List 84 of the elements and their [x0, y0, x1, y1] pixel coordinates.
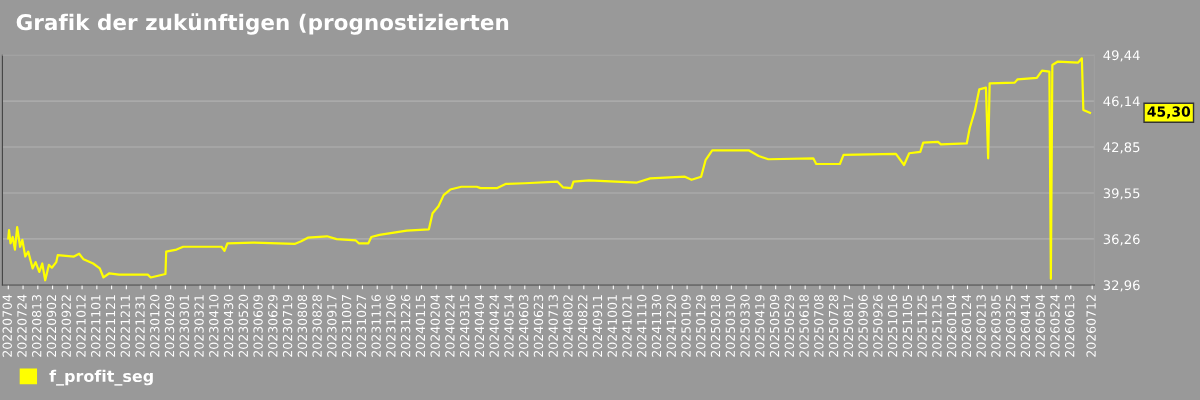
x-tick-label: 20230430: [223, 294, 234, 357]
x-tick-label: 20251105: [902, 295, 913, 357]
legend-label: f_profit_seg: [49, 369, 153, 386]
x-tick-label: 20260504: [1035, 294, 1045, 357]
x-tick-label: 20260613: [1064, 295, 1075, 357]
x-tick-label: 20240404: [474, 294, 485, 357]
y-tick-label: 42,85: [1103, 142, 1140, 154]
x-tick-label: 20230917: [327, 295, 337, 357]
x-tick-label: 20230828: [312, 294, 322, 357]
x-tick-label: 20250109: [681, 294, 691, 357]
x-tick-label: 20250419: [755, 294, 765, 357]
x-tick-label: 20221012: [76, 295, 86, 357]
x-tick-label: 20260325: [1005, 295, 1016, 357]
x-tick-label: 20231116: [371, 294, 381, 357]
x-tick-label: 20260124: [961, 294, 972, 357]
x-tick-label: 20251016: [887, 294, 898, 357]
x-tick-label: 20240623: [533, 295, 544, 357]
x-tick-label: 20241130: [651, 294, 662, 357]
x-tick-label: 20240224: [445, 294, 455, 357]
x-tick-label: 20240911: [592, 295, 603, 357]
x-tick-label: 20231226: [400, 294, 411, 357]
x-tick-label: 20250129: [696, 294, 706, 357]
x-tick-label: 20240603: [518, 295, 529, 357]
x-tick-label: 20251125: [917, 295, 927, 357]
x-tick-label: 20241110: [637, 294, 647, 357]
x-tick-label: 20230520: [238, 294, 249, 357]
x-tick-label: 20240115: [415, 295, 426, 357]
x-tick-label: 20240514: [504, 294, 514, 357]
x-tick-label: 20240822: [577, 295, 588, 357]
text: 45,30: [1147, 106, 1191, 119]
x-tick-label: 20220922: [61, 295, 71, 357]
x-tick-label: 20250330: [740, 294, 750, 357]
x-tick-label: 20260524: [1050, 294, 1060, 357]
chart-title: Grafik der zukünftigen (prognostizierten: [16, 13, 509, 35]
x-tick-label: 20230209: [164, 294, 175, 357]
x-tick-label: 20221121: [105, 295, 116, 357]
x-tick-label: 20240424: [489, 294, 499, 357]
x-tick-label: 20230301: [179, 295, 190, 357]
x-tick-label: 20230808: [297, 294, 308, 357]
x-tick-label: 20240802: [563, 295, 573, 357]
x-tick-label: 20260104: [946, 294, 957, 357]
y-tick-label: 32,96: [1103, 280, 1140, 292]
x-tick-label: 20230629: [268, 294, 278, 357]
x-tick-label: 20250926: [873, 294, 883, 357]
x-tick-label: 20250529: [784, 294, 795, 357]
x-tick-label: 20250906: [858, 294, 868, 357]
x-tick-label: 20250817: [843, 295, 854, 357]
y-tick-label: 36,26: [1103, 234, 1140, 246]
x-tick-label: 20230719: [282, 294, 293, 357]
x-tick-label: 20240713: [548, 295, 558, 357]
x-tick-label: 20220724: [17, 294, 27, 357]
x-tick-label: 20230120: [150, 294, 160, 357]
x-tick-label: 20250310: [725, 294, 736, 357]
x-tick-label: 20241021: [622, 295, 632, 357]
x-tick-label: 20220902: [46, 295, 57, 357]
x-tick-label: 20241220: [666, 294, 676, 357]
x-tick-label: 20221231: [135, 295, 145, 357]
x-tick-label: 20221211: [120, 295, 130, 357]
x-tick-label: 20250708: [814, 294, 824, 357]
line-series: [7, 57, 1092, 282]
x-tick-label: 20250618: [799, 294, 809, 357]
y-tick-label: 46,14: [1103, 96, 1140, 108]
x-tick-label: 20221101: [91, 295, 101, 357]
x-tick-label: 20230321: [194, 295, 204, 357]
x-tick-label: 20260305: [991, 295, 1001, 357]
x-tick-label: 20240315: [459, 295, 470, 357]
x-tick-label: 20251215: [932, 295, 942, 357]
x-tick-label: 20231206: [386, 294, 396, 357]
y-tick-label: 49,44: [1103, 50, 1140, 62]
x-tick-label: 20240204: [430, 294, 440, 357]
x-tick-label: 20260414: [1020, 294, 1031, 357]
x-tick-label: 20220813: [31, 295, 42, 357]
x-tick-label: 20250218: [710, 294, 721, 357]
x-tick-label: 20230609: [253, 294, 263, 357]
x-tick-label: 20231027: [356, 295, 367, 357]
x-tick-label: 20250509: [769, 294, 780, 357]
x-tick-label: 20260213: [976, 295, 986, 357]
x-tick-label: 20260712: [1086, 295, 1096, 357]
x-tick-label: 20231007: [341, 295, 352, 357]
x-tick-label: 20241001: [607, 295, 617, 357]
x-tick-label: 20230410: [209, 294, 219, 357]
x-tick-label: 20250728: [828, 294, 839, 357]
x-tick-label: 20220704: [2, 294, 12, 357]
y-tick-label: 39,55: [1103, 188, 1140, 200]
